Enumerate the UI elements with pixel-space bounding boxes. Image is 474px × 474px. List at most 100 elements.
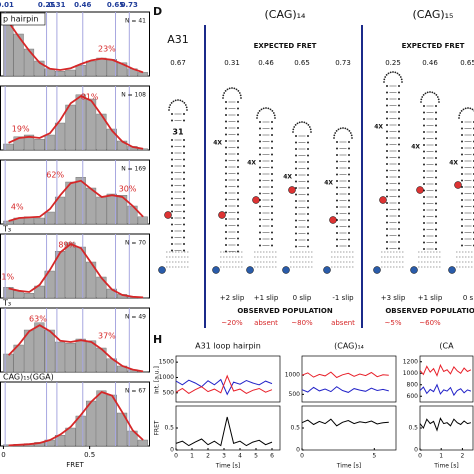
nucleotide [336, 160, 338, 163]
nucleotide [271, 160, 273, 162]
nucleotide [257, 112, 260, 114]
nucleotide [169, 104, 172, 106]
bar [86, 187, 97, 225]
intensity-trace [175, 374, 273, 394]
plot-frame [301, 355, 397, 403]
slip-label: -1 slip [332, 294, 354, 302]
y-tick-label: 1000 [285, 372, 300, 379]
nucleotide [333, 137, 335, 139]
donor-dye [410, 266, 418, 274]
nucleotide [394, 71, 397, 74]
nucleotide [309, 128, 312, 131]
nucleotide [398, 143, 400, 146]
nucleotide [336, 141, 338, 143]
nucleotide [240, 97, 242, 99]
nucleotide [183, 145, 185, 148]
nucleotide [435, 144, 437, 146]
bar [65, 242, 76, 299]
nucleotide [271, 199, 273, 201]
nucleotide [398, 241, 400, 243]
nucleotide [423, 144, 425, 146]
repeat-label: 4X [449, 160, 458, 167]
nucleotide [423, 215, 425, 218]
nucleotide [222, 94, 225, 97]
nucleotide [265, 107, 267, 109]
nucleotide [348, 245, 350, 247]
y-tick-label: 0 [414, 447, 418, 454]
y-tick-label: 0 [170, 447, 174, 454]
nucleotide [386, 143, 388, 146]
x-tick-label: 2 [206, 453, 210, 460]
nucleotide [259, 186, 261, 188]
nucleotide [423, 196, 425, 198]
nucleotide [269, 108, 272, 111]
nucleotide [423, 118, 425, 120]
bar [3, 353, 14, 373]
population-label: 19% [12, 125, 30, 134]
nucleotide [272, 112, 275, 114]
expected-fret: 0.65 [460, 59, 474, 67]
nucleotide [224, 90, 227, 92]
nucleotide [237, 211, 239, 214]
nucleotide [423, 228, 425, 231]
fit-curve [8, 242, 144, 299]
nucleotide [336, 173, 338, 176]
nucleotide [171, 223, 173, 226]
nucleotide [398, 182, 400, 185]
x-tick-label: 0 [1, 451, 5, 459]
nucleotide [435, 241, 437, 244]
nucleotide [225, 107, 227, 110]
nucleotide [168, 109, 170, 111]
nucleotide [295, 213, 297, 215]
nucleotide [307, 245, 309, 248]
nucleotide [271, 179, 273, 182]
observed-value: absent [254, 319, 278, 327]
y-tick-label: 0.5 [408, 425, 418, 432]
nucleotide [423, 137, 425, 140]
nucleotide [398, 176, 400, 178]
nucleotide [171, 230, 173, 232]
nucleotide [305, 122, 308, 125]
expected-fret: 0.73 [335, 59, 351, 67]
trace-title: (CA [439, 342, 454, 351]
fret-label: 0.73 [121, 1, 138, 9]
x-tick-label: 5 [372, 453, 376, 460]
nucleotide [342, 127, 344, 129]
nucleotide [307, 180, 309, 183]
x-tick-label: 2 [460, 453, 464, 460]
nucleotide [398, 163, 400, 165]
bar [34, 217, 45, 225]
observed-value: ~20% [221, 319, 243, 327]
nucleotide [387, 72, 390, 75]
nucleotide [336, 212, 338, 215]
nucleotide [225, 133, 227, 136]
bar [86, 60, 97, 77]
nucleotide [398, 228, 400, 230]
nucleotide [225, 244, 227, 246]
nucleotide [225, 179, 227, 181]
nucleotide [461, 147, 463, 149]
nucleotide [259, 140, 261, 143]
observed-label: OBSERVED POPULATION [237, 307, 333, 315]
n-label: N = 70 [125, 240, 146, 247]
bar [96, 57, 107, 77]
nucleotide [423, 202, 425, 205]
nucleotide [183, 178, 185, 180]
nucleotide [225, 101, 227, 103]
panel-label: CAG)₁₅(GGA) [3, 373, 54, 382]
observed-value: ~5% [385, 319, 402, 327]
nucleotide [307, 232, 309, 235]
y-tick-label: 1200 [403, 358, 418, 365]
nucleotide [459, 112, 462, 114]
nucleotide [398, 169, 400, 172]
nucleotide [233, 87, 236, 90]
nucleotide [461, 140, 463, 143]
nucleotide [307, 167, 309, 170]
nucleotide [183, 139, 185, 141]
acceptor-dye [454, 181, 462, 189]
fret-label: 0.46 [74, 1, 91, 9]
nucleotide [461, 166, 463, 169]
nucleotide [307, 213, 309, 215]
nucleotide [171, 184, 173, 187]
intensity-trace [301, 371, 389, 379]
